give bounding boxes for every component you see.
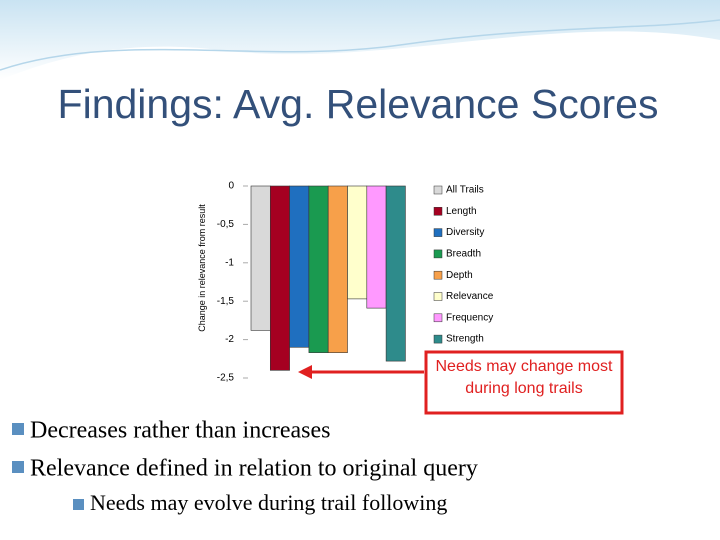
legend-label: Relevance [446, 291, 494, 302]
y-tick-label: -0,5 [217, 219, 235, 230]
bar [269, 185, 290, 371]
legend-swatch [433, 249, 443, 259]
annotation-box [424, 350, 624, 415]
bullet-marker [12, 423, 24, 435]
legend-swatch [433, 334, 443, 344]
legend-swatch [433, 292, 443, 301]
y-tick-label: -2 [225, 334, 234, 345]
annotation-wrap: Needs may change most during long trails [435, 358, 613, 397]
legend-swatch [433, 313, 443, 323]
legend-swatch [433, 207, 443, 216]
y-tick-label: 0 [228, 181, 234, 192]
y-axis-label: Change in relevance from result [197, 204, 207, 332]
bar [347, 185, 368, 300]
slide-title: Findings: Avg. Relevance Scores [58, 81, 659, 127]
legend-label: All Trails [446, 185, 484, 196]
legend-label: Frequency [446, 312, 493, 323]
bullet: Relevance defined in relation to origina… [30, 456, 478, 482]
legend-label: Length [446, 206, 477, 217]
bar [289, 185, 310, 348]
y-tick-label: -2,5 [217, 373, 235, 384]
bullet: Decreases rather than increases [30, 418, 331, 444]
header-curve [0, 19, 720, 71]
annotation: Needs may change most during long trails [435, 358, 613, 397]
legend-swatch [433, 270, 443, 280]
bullet-marker [12, 461, 24, 473]
arrow-head [298, 365, 312, 379]
bullet-marker [73, 499, 84, 510]
bar [366, 185, 387, 309]
legend-swatch [433, 185, 443, 195]
bar [385, 185, 406, 362]
bar [250, 185, 271, 331]
sub-bullet: Needs may evolve during trail following [90, 490, 447, 515]
legend-label: Depth [446, 270, 473, 281]
bar [327, 185, 348, 353]
header-wave [0, 0, 720, 80]
y-tick-label: -1,5 [217, 296, 235, 307]
legend-label: Diversity [446, 227, 484, 238]
legend-swatch [433, 228, 443, 237]
y-tick-label: -1 [225, 257, 234, 268]
legend-label: Breadth [446, 249, 481, 260]
legend-label: Strength [446, 334, 484, 345]
bar [308, 185, 329, 353]
